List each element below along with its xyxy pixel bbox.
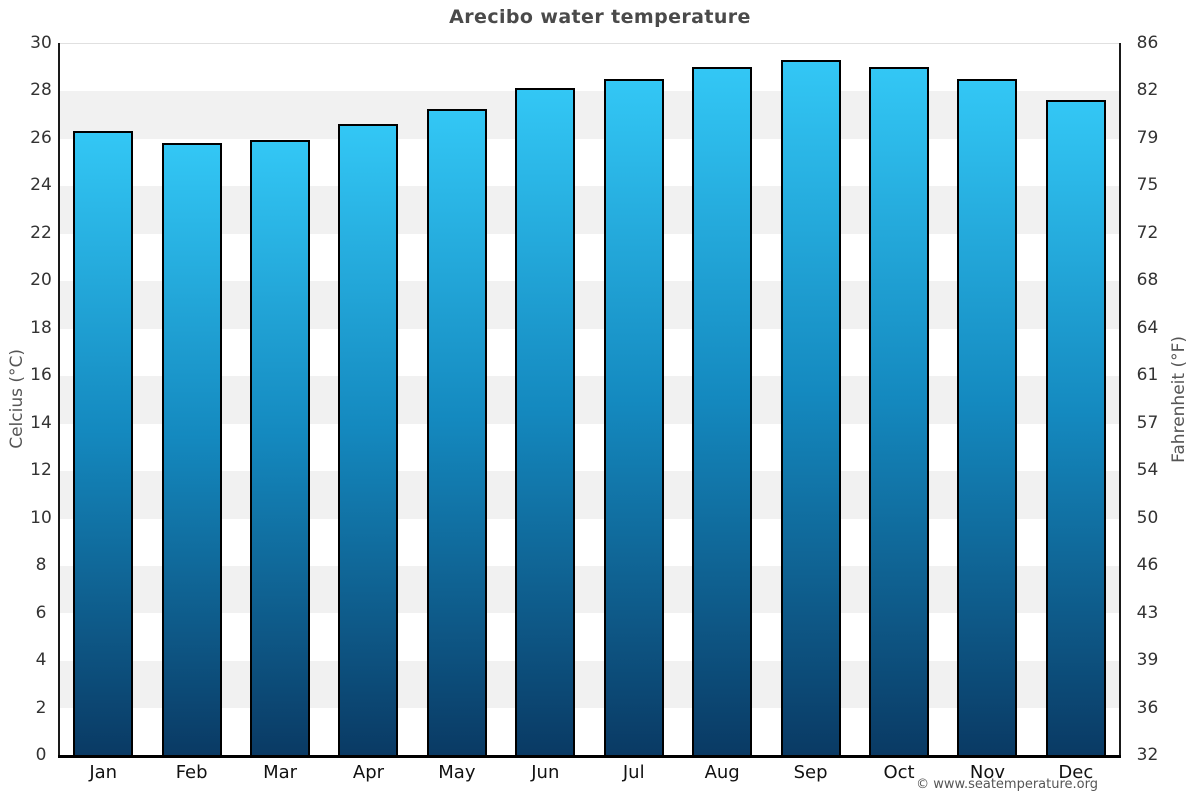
grid-band	[59, 138, 1120, 187]
y-tick-celsius: 26	[30, 127, 52, 148]
bar-nov	[957, 78, 1018, 755]
x-axis-baseline	[58, 755, 1121, 758]
grid-band	[59, 233, 1120, 282]
y-tick-celsius: 30	[30, 33, 52, 53]
y-tick-celsius: 16	[30, 365, 52, 386]
grid-band	[59, 518, 1120, 566]
left-axis-line	[58, 43, 60, 755]
grid-band	[59, 328, 1120, 377]
y-tick-celsius: 0	[35, 745, 47, 765]
y-tick-fahrenheit: 32	[1136, 745, 1159, 765]
grid-band	[59, 281, 1120, 329]
bar-dec	[1045, 99, 1106, 755]
x-tick-apr: Apr	[352, 762, 385, 783]
grid-band	[59, 423, 1120, 472]
plot-area	[59, 43, 1120, 756]
grid-band	[59, 708, 1120, 756]
y-axis-title-fahrenheit-text: Fahrenheit (°F)	[1169, 335, 1189, 463]
x-tick-may: May	[438, 762, 476, 783]
bar-may	[426, 109, 487, 755]
y-tick-fahrenheit: 86	[1136, 33, 1159, 53]
x-tick-nov: Nov	[969, 762, 1005, 783]
y-tick-fahrenheit: 54	[1136, 460, 1159, 481]
x-tick-sep: Sep	[793, 762, 828, 783]
x-tick-oct: Oct	[883, 762, 915, 783]
y-axis-title-celsius: Celcius (°C)	[4, 43, 30, 755]
y-tick-celsius: 12	[30, 460, 52, 481]
bar-apr	[338, 123, 399, 755]
y-tick-fahrenheit: 68	[1136, 270, 1159, 291]
x-tick-jan: Jan	[89, 762, 118, 783]
bar-slot	[766, 43, 854, 755]
y-tick-celsius: 20	[30, 270, 52, 291]
bar-sep	[780, 59, 841, 755]
copyright-credit: © www.seatemperature.org	[916, 777, 1098, 792]
grid-band	[59, 660, 1120, 709]
y-tick-celsius: 18	[30, 317, 52, 338]
y-tick-celsius: 10	[30, 507, 52, 528]
month-tick-labels: Jan Feb Mar Apr May Jun Jul Aug Sep Oct Nov Dec	[59, 762, 1120, 783]
bar-slot	[413, 43, 501, 755]
y-tick-celsius: 2	[35, 697, 47, 718]
x-tick-dec: Dec	[1058, 762, 1094, 783]
y-tick-celsius: 28	[30, 80, 52, 101]
y-tick-celsius: 24	[30, 175, 52, 196]
bar-slot	[236, 43, 324, 755]
bar-slot	[943, 43, 1031, 755]
y-axis-title-fahrenheit: Fahrenheit (°F)	[1164, 43, 1194, 755]
y-tick-fahrenheit: 43	[1136, 602, 1159, 623]
bar-jul	[603, 78, 664, 755]
bar-slot	[678, 43, 766, 755]
grid-band	[59, 44, 1120, 92]
grid-band	[59, 376, 1120, 424]
chart-title: Arecibo water temperature	[449, 6, 751, 28]
grid-band	[59, 186, 1120, 234]
y-tick-celsius: 14	[30, 412, 52, 433]
x-tick-mar: Mar	[263, 762, 298, 783]
right-axis-line	[1119, 43, 1121, 755]
y-tick-fahrenheit: 46	[1136, 555, 1159, 576]
bar-oct	[869, 66, 929, 755]
bar-slot	[590, 43, 678, 755]
bar-slot	[147, 43, 235, 755]
x-tick-feb: Feb	[175, 762, 208, 783]
grid-band	[59, 91, 1120, 139]
x-tick-jun: Jun	[531, 762, 560, 783]
x-tick-jul: Jul	[622, 762, 645, 783]
grid-band	[59, 565, 1120, 614]
y-tick-fahrenheit: 61	[1136, 365, 1159, 386]
y-axis-title-celsius-text: Celcius (°C)	[7, 349, 27, 449]
y-tick-celsius: 22	[30, 222, 52, 243]
grid-band	[59, 613, 1120, 661]
y-tick-celsius: 6	[35, 602, 47, 623]
bar-jan	[73, 130, 134, 755]
y-tick-fahrenheit: 50	[1136, 507, 1159, 528]
celsius-tick-labels: 30 28 26 24 22 20 18 16 14 12 10 8 6 4 2 0	[26, 33, 56, 765]
y-tick-celsius: 4	[35, 650, 47, 671]
y-tick-fahrenheit: 39	[1136, 650, 1159, 671]
fahrenheit-tick-labels: 86 82 79 75 72 68 64 61 57 54 50 46 43 39 36 32	[1131, 33, 1164, 765]
grid-band	[59, 471, 1120, 519]
bar-slot	[59, 43, 147, 755]
bar-slot	[1032, 43, 1120, 755]
bar-slot	[324, 43, 412, 755]
bar-jun	[515, 88, 576, 755]
y-tick-fahrenheit: 75	[1136, 175, 1159, 196]
bar-slot	[501, 43, 589, 755]
y-tick-fahrenheit: 79	[1136, 127, 1159, 148]
bar-feb	[161, 142, 222, 755]
bar-aug	[692, 66, 753, 755]
y-tick-celsius: 8	[35, 555, 47, 576]
bar-mar	[250, 140, 311, 755]
x-tick-aug: Aug	[704, 762, 740, 783]
bar-slot	[855, 43, 943, 755]
y-tick-fahrenheit: 36	[1136, 697, 1159, 718]
bars-container	[59, 43, 1120, 755]
y-tick-fahrenheit: 82	[1136, 80, 1159, 101]
y-tick-fahrenheit: 57	[1136, 412, 1159, 433]
y-tick-fahrenheit: 72	[1136, 222, 1159, 243]
y-tick-fahrenheit: 64	[1136, 317, 1159, 338]
